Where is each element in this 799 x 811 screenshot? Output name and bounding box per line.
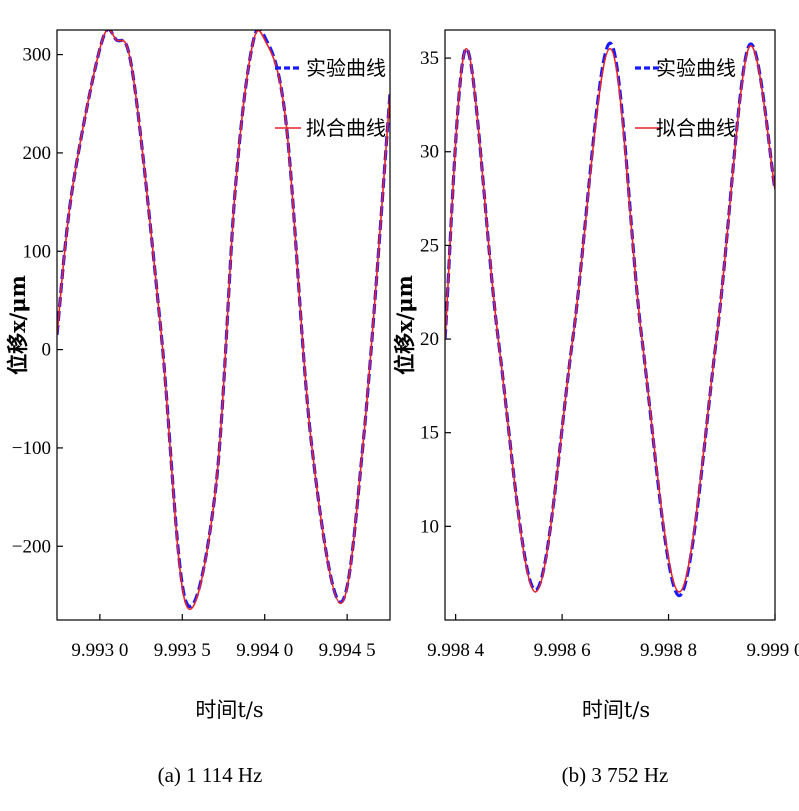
legend-label-fitted: 拟合曲线 (656, 116, 736, 140)
y-axis-title: 位移x/μm (5, 275, 30, 375)
plot-frame (444, 29, 776, 621)
x-tick-label: 9.998 6 (534, 640, 591, 661)
panel-caption: (b) 3 752 Hz (562, 763, 669, 787)
x-tick-label: 9.993 5 (154, 640, 211, 661)
y-tick-label: 35 (420, 48, 439, 69)
y-tick-label: 20 (420, 329, 439, 350)
y-tick-label: 200 (23, 143, 52, 164)
series-group (445, 41, 775, 598)
panel-a: −200 −100 0 100 200 300 9.993 0 9.993 5 9.994 0 9… (5, 29, 391, 787)
x-axis-title: 时间t/s (195, 698, 263, 722)
series-line-fitted (57, 30, 390, 611)
legend-label-fitted: 拟合曲线 (306, 116, 386, 140)
x-tick-label: 9.993 0 (71, 640, 128, 661)
legend-label-experimental: 实验曲线 (656, 56, 736, 80)
x-tick-label: 9.998 8 (640, 640, 697, 661)
series-line-fitted (445, 45, 775, 593)
y-tick-label: 0 (42, 340, 52, 361)
y-tick-label: 15 (420, 423, 439, 444)
x-tick-label: 9.998 4 (427, 640, 485, 661)
y-axis-title: 位移x/μm (392, 275, 417, 375)
y-tick-label: 100 (23, 241, 52, 262)
y-tick-label: 25 (420, 235, 439, 256)
y-tick-label: 300 (23, 45, 52, 66)
x-tick-label: 9.999 0 (747, 640, 799, 661)
series-group (57, 30, 390, 611)
y-tick-label: 30 (420, 142, 439, 163)
panel-caption: (a) 1 114 Hz (158, 763, 263, 787)
series-line-experimental (445, 41, 775, 598)
plot-frame (56, 29, 391, 621)
x-tick-label: 9.994 0 (236, 640, 293, 661)
x-tick-label: 9.994 5 (319, 640, 376, 661)
y-tick-label: 10 (420, 516, 439, 537)
panel-b: 10 15 20 25 30 35 9.998 4 9.998 6 9.998 8 9.999 0… (392, 29, 799, 787)
x-axis-title: 时间t/s (582, 698, 650, 722)
legend-label-experimental: 实验曲线 (306, 56, 386, 80)
y-tick-label: −200 (12, 536, 51, 557)
y-tick-label: −100 (12, 438, 51, 459)
